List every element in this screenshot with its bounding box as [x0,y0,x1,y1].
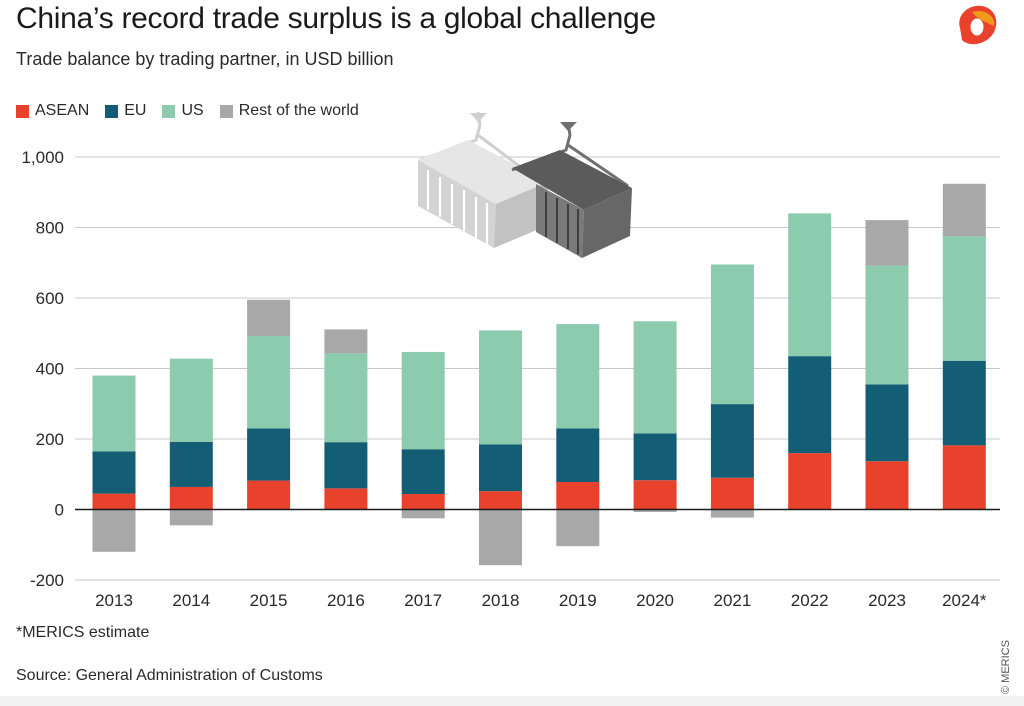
legend-swatch [219,104,233,118]
merics-logo-icon [959,5,997,45]
x-tick-label: 2022 [791,591,829,610]
page-title: China’s record trade surplus is a global… [16,2,656,35]
bar-segment [401,449,445,494]
y-tick-label: -200 [30,571,64,590]
bar-segment [865,265,909,385]
y-tick-label: 1,000 [21,148,64,167]
bar-segment [942,360,986,446]
x-tick-label: 2017 [404,591,442,610]
x-tick-label: 2015 [250,591,288,610]
bar-segment [324,488,368,510]
bar-segment [479,491,522,510]
bar-segment [479,330,522,445]
bar-segment [865,461,909,510]
legend-swatch [105,104,119,118]
x-axis-labels: 2013 2014 2015 2016 2017 2018 2019 2020 2021 2022… [95,591,987,610]
bar-segment [710,509,754,518]
x-tick-label: 2018 [482,591,520,610]
bottom-bar [0,696,1024,706]
bars [92,183,986,566]
bar-segment [247,299,291,337]
x-tick-label: 2024* [942,591,987,610]
bar-segment [788,356,832,454]
legend-label: EU [124,102,147,119]
bar-segment [710,264,754,405]
bar-segment [942,183,986,237]
bar-segment [633,480,677,510]
y-tick-label: 400 [36,360,64,379]
legend-swatch [162,104,176,118]
legend-label: ASEAN [35,102,90,119]
y-axis-ticks: -200 0 200 400 600 800 1,000 [21,148,64,590]
bar-segment [556,428,600,483]
shipping-containers-icon [418,111,632,258]
bar-segment [324,329,368,354]
legend-label: Rest of the world [238,102,359,119]
bar-segment [556,509,600,547]
x-tick-label: 2023 [868,591,906,610]
x-tick-label: 2021 [713,591,751,610]
copyright-note: © MERICS [1000,640,1012,694]
bar-segment [942,445,986,510]
bar-segment [865,384,909,462]
legend-item: ASEAN [16,102,89,120]
bar-segment [92,493,136,510]
bar-segment [942,236,986,361]
bar-segment [633,509,677,512]
legend-swatch [16,104,29,118]
chart-subtitle: Trade balance by trading partner, in USD… [16,49,394,69]
bar-segment [788,213,832,357]
footnote: *MERICS estimate [16,624,150,641]
y-tick-label: 800 [36,219,64,238]
bar-segment [247,428,291,481]
legend-item: EU [105,102,146,120]
y-tick-label: 600 [36,289,64,308]
bar-segment [556,324,600,429]
bar-segment [169,509,213,526]
x-tick-label: 2014 [172,591,210,610]
legend-label: US [181,102,204,119]
bar-segment [479,509,522,566]
bar-segment [556,482,600,510]
bar-segment [324,442,368,489]
bar-segment [633,433,677,481]
legend-item: Rest of the world [219,102,359,120]
x-tick-label: 2013 [95,591,133,610]
bar-segment [479,444,522,492]
bar-segment [710,477,754,510]
bar-segment [324,353,368,443]
bar-segment [401,509,445,519]
bar-segment [633,321,677,434]
x-tick-label: 2016 [327,591,365,610]
bar-segment [92,509,136,552]
bar-segment [710,404,754,478]
bar-segment [401,351,445,450]
bar-segment [247,336,291,429]
x-tick-label: 2019 [559,591,597,610]
bar-segment [92,451,136,494]
y-tick-label: 0 [55,501,64,520]
bar-segment [169,358,213,442]
bar-segment [865,220,909,266]
bar-segment [169,486,213,510]
legend-item: US [162,102,204,120]
bar-segment [92,375,136,452]
bar-segment [401,493,445,510]
bar-segment [788,453,832,510]
bar-segment [169,441,213,487]
source-note: Source: General Administration of Custom… [16,667,323,684]
y-tick-label: 200 [36,430,64,449]
chart-legend: ASEAN EU US Rest of the world [16,102,375,120]
x-tick-label: 2020 [636,591,674,610]
bar-segment [247,480,291,510]
